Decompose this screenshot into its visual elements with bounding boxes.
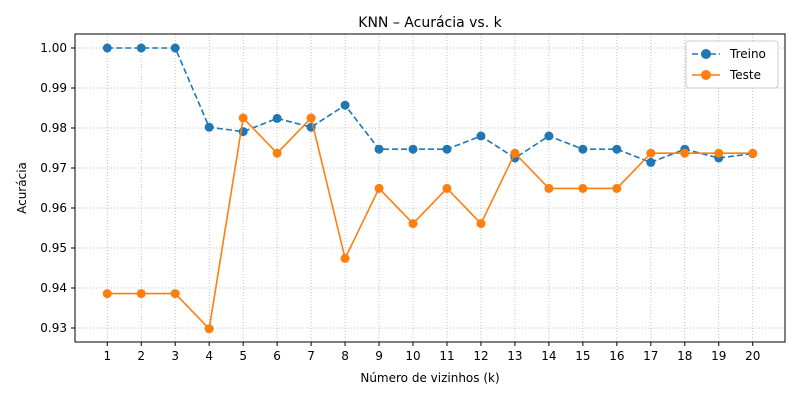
x-tick-label: 8 — [341, 349, 349, 363]
data-point-teste — [680, 148, 690, 158]
y-axis-ticks: 0.93 0.94 0.95 0.96 0.97 0.98 0.99 1.00 — [40, 41, 75, 335]
y-tick-label: 0.94 — [40, 281, 67, 295]
data-point-teste — [578, 183, 588, 193]
data-point-teste — [272, 148, 282, 158]
x-tick-label: 18 — [677, 349, 692, 363]
data-point-teste — [510, 148, 520, 158]
y-tick-label: 0.97 — [40, 161, 67, 175]
legend-marker-teste — [701, 70, 711, 80]
x-tick-label: 7 — [307, 349, 315, 363]
y-axis-label: Acurácia — [15, 162, 29, 214]
data-point-teste — [204, 324, 214, 334]
data-point-treino — [442, 144, 452, 154]
data-point-teste — [612, 183, 622, 193]
x-tick-label: 11 — [439, 349, 454, 363]
x-tick-label: 20 — [745, 349, 760, 363]
data-point-teste — [340, 253, 350, 263]
data-point-treino — [340, 100, 350, 110]
data-point-teste — [170, 289, 180, 299]
x-tick-label: 5 — [239, 349, 247, 363]
x-tick-label: 16 — [609, 349, 624, 363]
x-tick-label: 17 — [643, 349, 658, 363]
x-tick-label: 3 — [171, 349, 179, 363]
series-layer — [102, 43, 758, 334]
y-tick-label: 0.98 — [40, 121, 67, 135]
data-point-teste — [544, 183, 554, 193]
data-point-treino — [136, 43, 146, 53]
legend-marker-treino — [701, 49, 711, 59]
x-tick-label: 6 — [273, 349, 281, 363]
x-tick-label: 13 — [507, 349, 522, 363]
data-point-teste — [374, 183, 384, 193]
data-point-teste — [238, 113, 248, 123]
legend-label-treino: Treino — [729, 47, 766, 61]
x-tick-label: 9 — [375, 349, 383, 363]
data-point-teste — [102, 289, 112, 299]
x-tick-label: 14 — [541, 349, 556, 363]
y-tick-label: 1.00 — [40, 41, 67, 55]
x-tick-label: 10 — [405, 349, 420, 363]
data-point-teste — [476, 219, 486, 229]
x-tick-label: 2 — [137, 349, 145, 363]
data-point-treino — [646, 157, 656, 167]
data-point-treino — [408, 144, 418, 154]
data-point-treino — [170, 43, 180, 53]
data-point-treino — [204, 122, 214, 132]
chart-title: KNN – Acurácia vs. k — [358, 15, 502, 31]
y-tick-label: 0.93 — [40, 321, 67, 335]
data-point-teste — [442, 183, 452, 193]
data-point-teste — [748, 148, 758, 158]
x-tick-label: 19 — [711, 349, 726, 363]
data-point-treino — [544, 131, 554, 141]
data-point-treino — [374, 144, 384, 154]
y-tick-label: 0.95 — [40, 241, 67, 255]
x-tick-label: 15 — [575, 349, 590, 363]
x-tick-label: 4 — [205, 349, 213, 363]
x-tick-label: 1 — [103, 349, 111, 363]
data-point-treino — [102, 43, 112, 53]
data-point-teste — [714, 148, 724, 158]
data-point-teste — [408, 219, 418, 229]
plot-frame — [74, 33, 786, 343]
y-tick-label: 0.99 — [40, 81, 67, 95]
series-line-teste — [107, 116, 753, 331]
data-point-treino — [272, 113, 282, 123]
data-point-treino — [578, 144, 588, 154]
data-point-treino — [612, 144, 622, 154]
legend: Treino Teste — [685, 40, 779, 89]
data-point-teste — [136, 289, 146, 299]
x-axis-label: Número de vizinhos (k) — [360, 371, 499, 385]
data-point-teste — [646, 148, 656, 158]
x-tick-label: 12 — [473, 349, 488, 363]
legend-label-teste: Teste — [729, 68, 761, 82]
x-axis-ticks: 1 2 3 4 5 6 7 8 9 10 11 12 13 14 15 16 17 18 19 20 — [103, 342, 760, 363]
y-tick-label: 0.96 — [40, 201, 67, 215]
data-point-teste — [306, 113, 316, 123]
data-point-treino — [476, 131, 486, 141]
